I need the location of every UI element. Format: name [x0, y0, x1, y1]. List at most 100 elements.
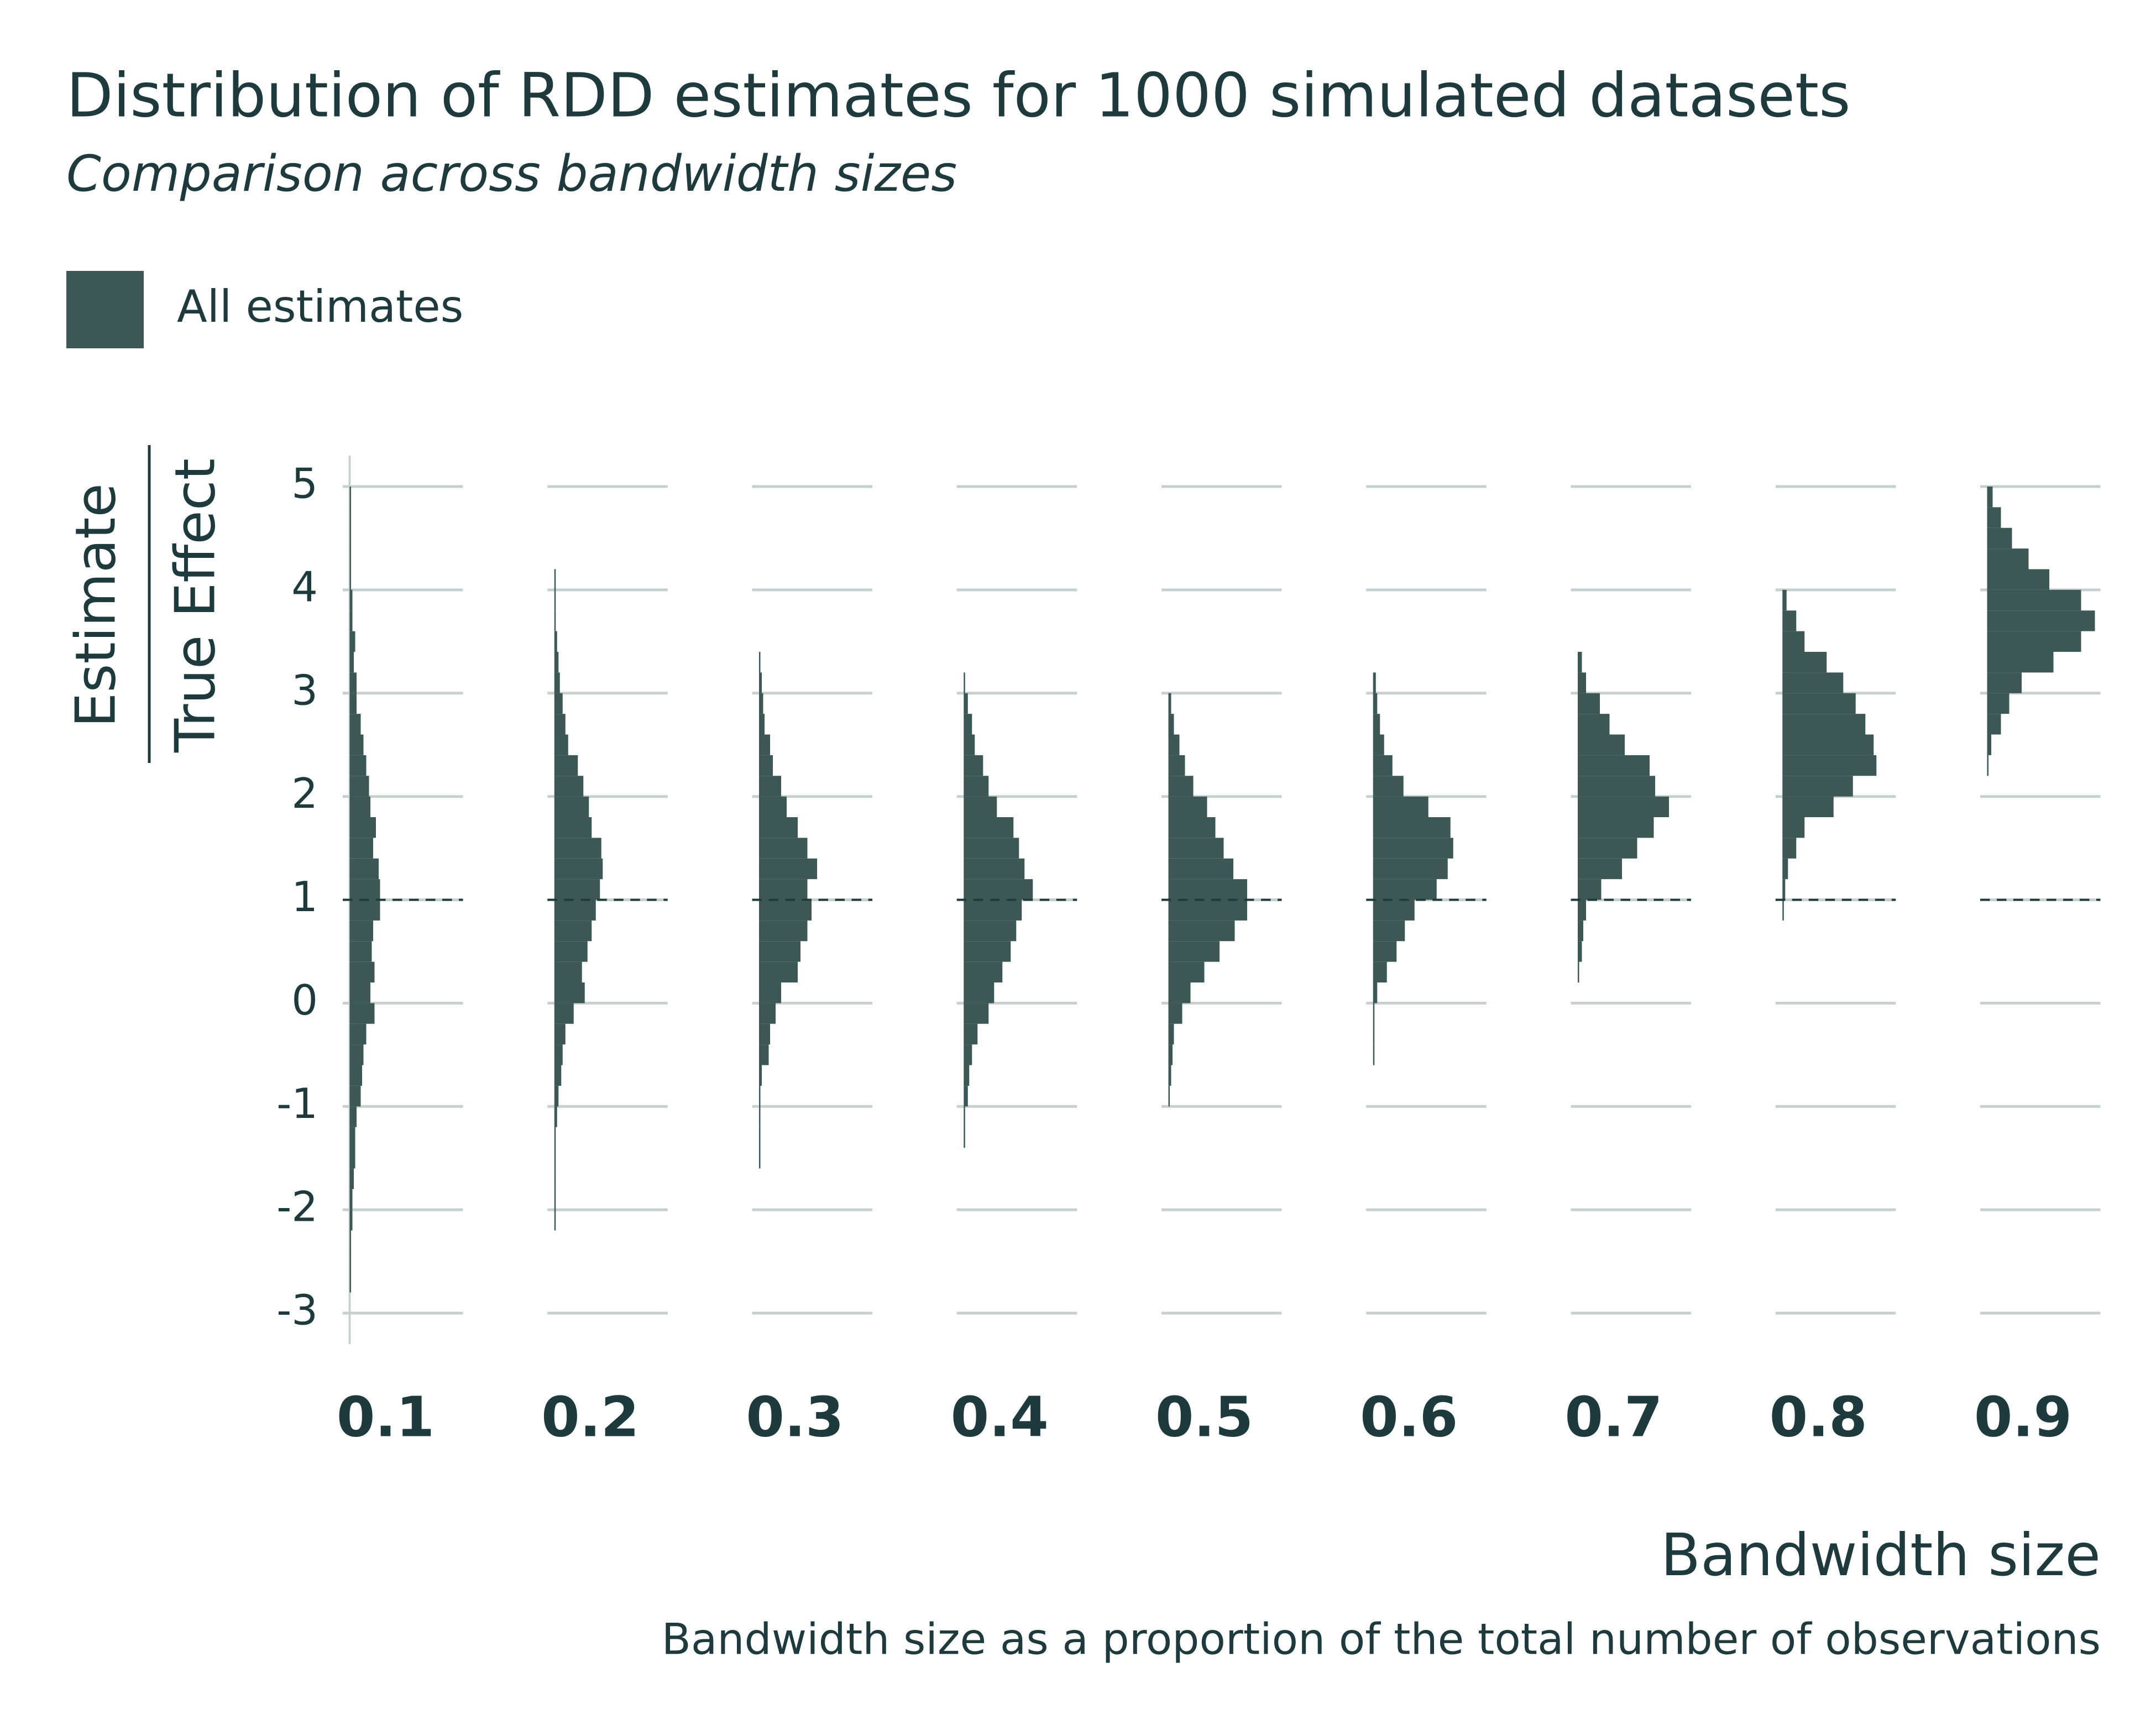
histogram-bar — [349, 776, 369, 797]
histogram-bar — [1373, 1023, 1375, 1045]
histogram-bar — [349, 1148, 355, 1169]
histogram-bar — [964, 900, 1022, 921]
histogram-bar — [349, 982, 370, 1003]
x-category-label: 0.7 — [1564, 1384, 1662, 1449]
histogram-bar — [964, 672, 965, 693]
histogram-bar — [1987, 714, 2001, 735]
histogram-bar — [759, 1148, 761, 1169]
histogram-bar — [349, 879, 380, 900]
histogram-bar — [349, 1210, 353, 1231]
histogram-bar — [1168, 941, 1220, 962]
y-tick-label: -2 — [276, 1183, 318, 1231]
histogram-bar — [554, 1168, 556, 1189]
histogram-bar — [964, 838, 1019, 859]
x-category-label: 0.9 — [1974, 1384, 2072, 1449]
y-tick-label: 1 — [291, 872, 318, 921]
histogram-bar — [349, 569, 351, 590]
histogram-bar — [964, 776, 989, 797]
histogram-bar — [349, 1272, 351, 1293]
histogram-bar — [964, 920, 1017, 942]
histogram-bar — [1578, 838, 1637, 859]
histogram-bar — [1987, 569, 2049, 590]
histogram-bar — [1782, 776, 1853, 797]
histogram-bar — [1373, 714, 1380, 735]
histogram-bar — [964, 982, 995, 1003]
histogram-bar — [964, 961, 1003, 982]
histogram-bar — [759, 920, 808, 942]
histogram-bar — [1373, 1003, 1375, 1024]
histogram-bar — [964, 1003, 989, 1024]
histogram-bar — [554, 961, 582, 982]
histogram-bar — [1578, 734, 1625, 755]
histogram-bar — [1373, 982, 1378, 1003]
histogram-bar — [349, 487, 351, 508]
histogram-bar — [349, 900, 380, 921]
histogram-bar — [1168, 796, 1207, 817]
histogram-bar — [1373, 693, 1378, 714]
histogram-bar — [964, 817, 1014, 838]
histogram-bar — [1987, 507, 2001, 528]
histogram-bar — [1168, 1023, 1174, 1045]
histogram-bar — [349, 1003, 375, 1024]
histogram-bar — [554, 817, 592, 838]
x-category-label: 0.6 — [1360, 1384, 1458, 1449]
histogram-bar — [1782, 610, 1797, 631]
histogram-bar — [964, 1044, 972, 1065]
histogram-bar — [1578, 714, 1610, 735]
histogram-bar — [964, 941, 1011, 962]
histogram-bar — [554, 672, 560, 693]
histogram-bar — [349, 1044, 364, 1065]
histogram-bar — [1168, 900, 1247, 921]
histogram-bar — [554, 858, 603, 880]
histogram-bar — [554, 900, 596, 921]
histogram-bar — [1168, 1065, 1171, 1086]
histogram-bar — [1168, 982, 1191, 1003]
histogram-bar — [554, 838, 601, 859]
histogram-bar — [554, 982, 585, 1003]
histogram-bar — [964, 734, 975, 755]
histogram-bar — [1782, 838, 1797, 859]
histogram-bar — [554, 1065, 562, 1086]
histogram-bar — [1373, 776, 1404, 797]
histogram-bar — [759, 693, 763, 714]
histogram-bar — [349, 548, 351, 569]
histogram-bar — [964, 796, 997, 817]
histogram-bar — [1782, 672, 1844, 693]
histogram-bar — [349, 672, 357, 693]
histogram-bar — [1373, 879, 1437, 900]
histogram-bar — [349, 507, 351, 528]
histogram-bar — [964, 1023, 978, 1045]
histogram-bar — [1782, 631, 1805, 652]
x-category-label: 0.5 — [1155, 1384, 1253, 1449]
histogram-bar — [1168, 1003, 1182, 1024]
histogram-bar — [1987, 527, 2012, 549]
histogram-bar — [1987, 487, 1993, 508]
histogram-bar — [1168, 838, 1224, 859]
histogram-bar — [1578, 858, 1622, 880]
histogram-bar — [759, 961, 798, 982]
histogram-bar — [964, 858, 1025, 880]
histogram-bar — [349, 1023, 367, 1045]
histogram-bar — [1782, 755, 1877, 776]
histogram-bar — [554, 1210, 556, 1231]
histogram-bar — [554, 693, 563, 714]
histogram-bar — [349, 1106, 357, 1127]
histogram-bar — [1987, 610, 2095, 631]
histogram-bar — [1782, 900, 1784, 921]
histogram-bar — [1987, 652, 2054, 673]
histogram-bar — [759, 652, 761, 673]
histogram-bar — [1168, 776, 1194, 797]
histogram-bar — [1578, 941, 1582, 962]
histogram-bar — [349, 693, 357, 714]
histogram-bar — [1373, 900, 1415, 921]
histogram-bar — [1168, 920, 1235, 942]
histogram-bar — [1168, 693, 1171, 714]
histogram-bar — [349, 838, 373, 859]
histogram-bar — [759, 672, 762, 693]
histogram-bar — [349, 755, 367, 776]
histogram-bar — [1782, 734, 1874, 755]
histogram-bar — [349, 817, 376, 838]
histogram-bar — [554, 652, 559, 673]
histogram-bar — [759, 1023, 770, 1045]
histogram-bar — [1578, 817, 1654, 838]
